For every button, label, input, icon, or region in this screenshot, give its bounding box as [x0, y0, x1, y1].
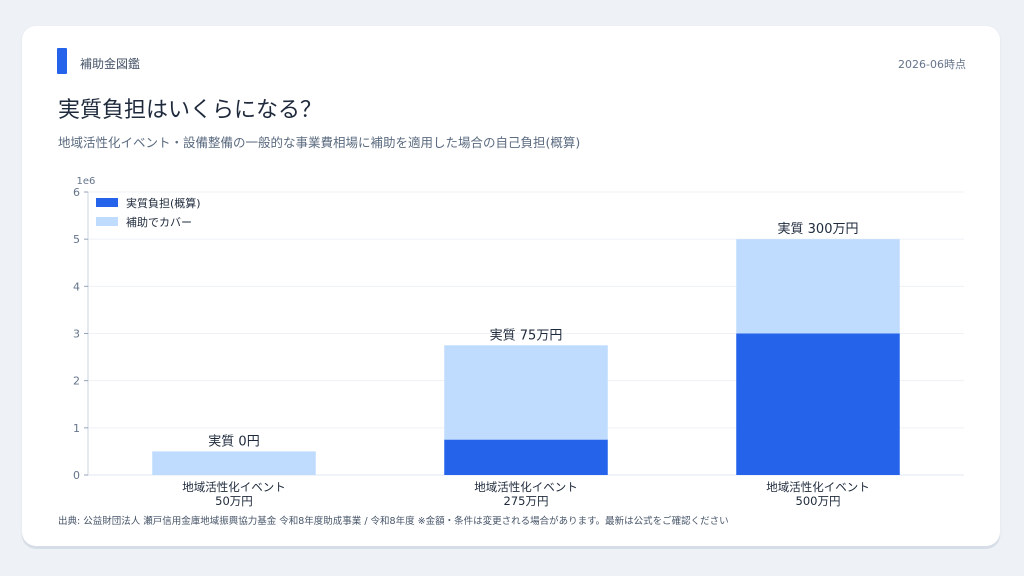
x-axis-labels: 地域活性化イベント50万円地域活性化イベント275万円地域活性化イベント500万…	[182, 480, 870, 508]
bar-subsidy-cover	[736, 239, 900, 334]
x-tick-label: 地域活性化イベント	[766, 480, 870, 494]
legend-swatch-self-burden	[96, 198, 118, 207]
chart-card: 補助金図鑑 2026-06時点 実質負担はいくらになる？ 地域活性化イベント・設…	[22, 26, 1000, 546]
bar-subsidy-cover	[444, 345, 608, 440]
y-scale-label: 1e6	[77, 176, 96, 187]
brand-accent-bar	[57, 48, 67, 74]
legend-label: 補助でカバー	[126, 215, 192, 229]
y-tick-label: 0	[73, 469, 80, 482]
as-of-date: 2026-06時点	[898, 58, 966, 71]
bar-labels: 実質 0円 実質 75万円 実質 300万円	[208, 221, 858, 449]
y-tick-label: 6	[73, 186, 80, 199]
y-tick-label: 5	[73, 233, 80, 246]
y-tick-label: 4	[73, 280, 80, 293]
y-tick-label: 2	[73, 375, 80, 388]
legend-swatch-subsidy	[96, 217, 118, 226]
bar-value-label: 実質 0円	[208, 433, 259, 449]
x-tick-label: 地域活性化イベント	[182, 480, 286, 494]
bar-value-label: 実質 75万円	[490, 327, 563, 343]
y-tick-label: 3	[73, 328, 80, 341]
page-title: 実質負担はいくらになる？	[58, 98, 323, 123]
x-tick-label: 地域活性化イベント	[474, 480, 578, 494]
legend-label: 実質負担(概算)	[126, 196, 201, 210]
bar-self-burden	[736, 333, 900, 475]
legend: 実質負担(概算) 補助でカバー	[96, 196, 201, 229]
page-subtitle: 地域活性化イベント・設備整備の一般的な事業費相場に補助を適用した場合の自己負担(…	[58, 135, 581, 150]
source-note: 出典: 公益財団法人 瀬戸信用金庫地域振興協力基金 令和8年度助成事業 / 令和…	[58, 516, 729, 527]
x-tick-label: 50万円	[215, 494, 253, 508]
bar-subsidy-cover	[152, 451, 316, 475]
brand-name: 補助金図鑑	[80, 57, 141, 71]
bars	[152, 239, 900, 475]
x-tick-label: 500万円	[796, 494, 841, 508]
bar-value-label: 実質 300万円	[778, 221, 859, 237]
y-tick-label: 1	[73, 422, 80, 435]
bar-self-burden	[444, 439, 608, 475]
x-tick-label: 275万円	[504, 494, 549, 508]
